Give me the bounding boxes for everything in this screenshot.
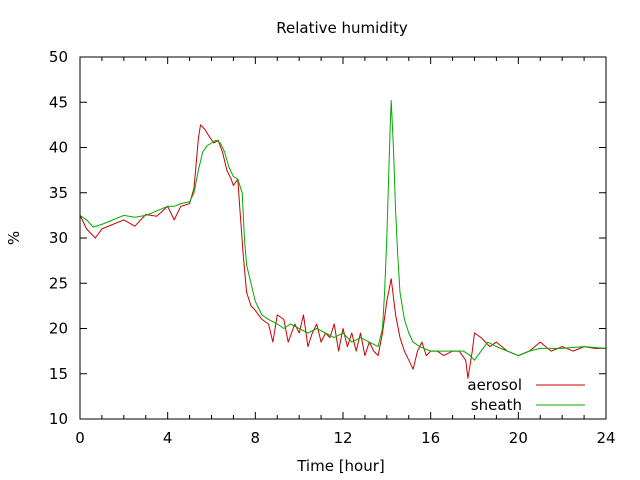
x-tick-label: 16 bbox=[421, 429, 440, 447]
y-tick-label: 40 bbox=[49, 139, 68, 157]
series-layer bbox=[79, 99, 607, 379]
y-axis-label: % bbox=[5, 231, 23, 245]
chart-title: Relative humidity bbox=[276, 19, 408, 37]
x-axis-label: Time [hour] bbox=[296, 457, 385, 475]
series-line-sheath bbox=[79, 99, 607, 361]
legend: aerosol sheath bbox=[467, 376, 585, 414]
x-tick-label: 0 bbox=[75, 429, 85, 447]
y-tick-label: 35 bbox=[49, 184, 68, 202]
y-tick-label: 45 bbox=[49, 93, 68, 111]
series-line-aerosol bbox=[79, 124, 606, 379]
x-tick-label: 4 bbox=[163, 429, 173, 447]
y-tick-label: 30 bbox=[49, 229, 68, 247]
y-tick-label: 50 bbox=[49, 48, 68, 66]
plot-frame bbox=[79, 56, 607, 420]
x-tick-label: 8 bbox=[251, 429, 261, 447]
x-tick-label: 12 bbox=[333, 429, 352, 447]
y-tick-label: 10 bbox=[49, 410, 68, 428]
legend-label-aerosol: aerosol bbox=[467, 376, 522, 394]
y-tick-label: 15 bbox=[49, 365, 68, 383]
y-tick-label: 20 bbox=[49, 320, 68, 338]
x-tick-label: 20 bbox=[509, 429, 528, 447]
y-tick-label: 25 bbox=[49, 274, 68, 292]
x-tick-label: 24 bbox=[596, 429, 615, 447]
legend-label-sheath: sheath bbox=[471, 396, 522, 414]
axis-ticks: 10 15 20 25 30 35 40 45 50 0 4 8 12 16 20 24 bbox=[49, 48, 616, 447]
